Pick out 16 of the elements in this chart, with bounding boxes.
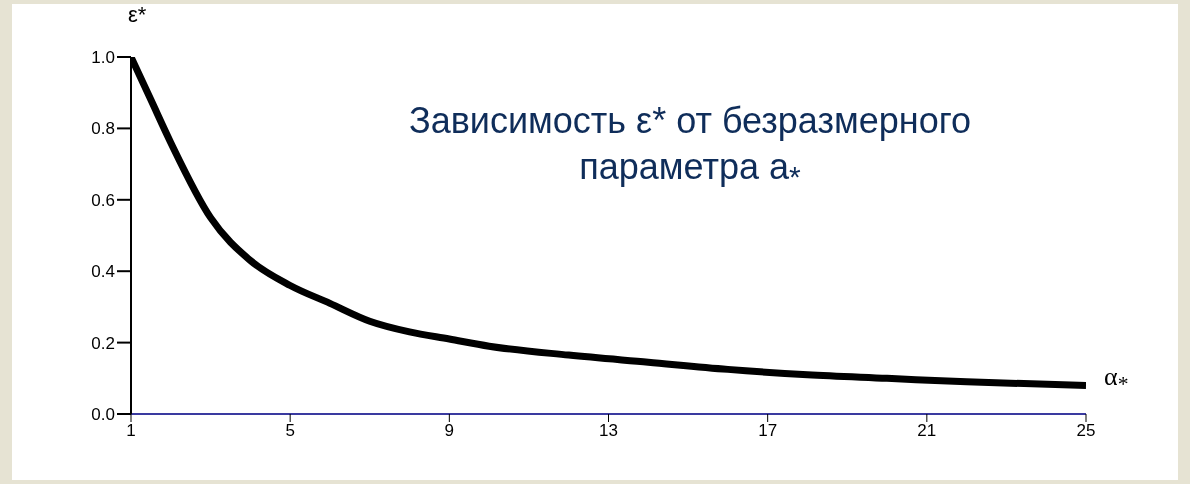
x-tick-label: 25 [1076,421,1096,441]
text: Зависимость ε* от безразмерного параметра a$_{*}$ [407,99,973,196]
x-tick-label: 21 [917,421,937,441]
y-tick-label: 0.8 [91,119,115,139]
y-tick-label: 0.2 [91,333,115,353]
y-tick-label: 0.4 [91,262,115,282]
x-tick-label: 17 [758,421,778,441]
y-tick-label: 1.0 [91,48,115,68]
y-tick-label: 0.6 [91,190,115,210]
x-axis-title: α$_{*}$ [1104,362,1129,398]
x-tick-label: 9 [444,421,455,441]
x-tick-label: 13 [599,421,618,441]
y-tick-label: 0.0 [91,405,115,425]
y-axis-title: ε* [128,2,147,28]
x-tick-label: 1 [126,421,136,441]
x-tick-label: 5 [285,421,295,441]
